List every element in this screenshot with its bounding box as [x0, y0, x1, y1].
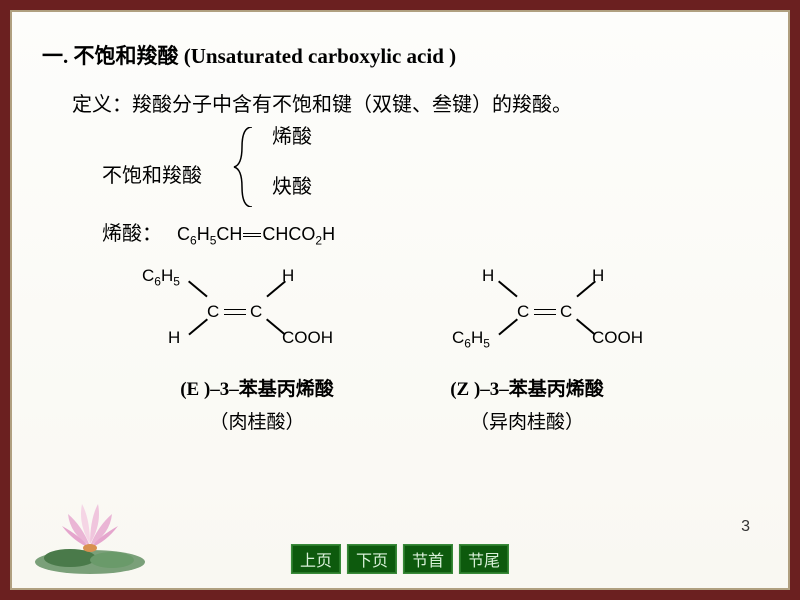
next-button[interactable]: 下页	[347, 544, 397, 574]
bond-icon	[498, 280, 517, 297]
section-first-button[interactable]: 节首	[403, 544, 453, 574]
caption-e: (E )–3–苯基丙烯酸 （肉桂酸）	[142, 374, 372, 434]
chemical-formula: C6H5CHCHCO2H	[177, 224, 335, 244]
atom-c1: C	[207, 302, 219, 322]
classification-brace: 不饱和羧酸 烯酸 炔酸	[102, 127, 758, 217]
atom-br: COOH	[282, 328, 333, 348]
structure-captions: (E )–3–苯基丙烯酸 （肉桂酸） (Z )–3–苯基丙烯酸 （异肉桂酸）	[142, 374, 758, 434]
prev-button[interactable]: 上页	[291, 544, 341, 574]
atom-bl: C6H5	[452, 328, 490, 350]
caption-e-name: (E )–3–苯基丙烯酸	[142, 374, 372, 401]
atom-c2: C	[560, 302, 572, 322]
caption-e-common: （肉桂酸）	[142, 407, 372, 434]
bond-icon	[576, 280, 595, 297]
atom-c2: C	[250, 302, 262, 322]
structures-row: C6H5 H C C H COOH H H C C	[142, 266, 758, 356]
slide-frame: 一. 不饱和羧酸 (Unsaturated carboxylic acid ) …	[10, 10, 790, 590]
structure-z: H H C C C6H5 COOH	[452, 266, 652, 356]
caption-z-common: （异肉桂酸）	[412, 407, 642, 434]
brace-label: 不饱和羧酸	[102, 159, 202, 188]
double-bond-icon	[243, 233, 261, 237]
title-en: (Unsaturated carboxylic acid )	[184, 44, 456, 68]
structure-e: C6H5 H C C H COOH	[142, 266, 342, 356]
lotus-icon	[30, 484, 150, 574]
enoic-label: 烯酸：	[102, 223, 162, 245]
bond-icon	[498, 318, 517, 335]
bond-icon	[534, 314, 556, 316]
caption-z: (Z )–3–苯基丙烯酸 （异肉桂酸）	[412, 374, 642, 434]
definition: 定义：羧酸分子中含有不饱和键（双键、叁键）的羧酸。	[72, 88, 758, 117]
atom-c1: C	[517, 302, 529, 322]
enoic-line: 烯酸： C6H5CHCHCO2H	[102, 217, 758, 248]
bond-icon	[188, 280, 207, 297]
brace-items: 烯酸 炔酸	[272, 127, 312, 197]
atom-tl: H	[482, 266, 494, 286]
brace-item-2: 炔酸	[272, 177, 312, 197]
section-title: 一. 不饱和羧酸 (Unsaturated carboxylic acid )	[42, 40, 758, 70]
title-cn: 一. 不饱和羧酸	[42, 44, 179, 68]
bond-icon	[534, 309, 556, 311]
caption-z-name: (Z )–3–苯基丙烯酸	[412, 374, 642, 401]
bond-icon	[188, 318, 207, 335]
bond-icon	[224, 314, 246, 316]
bond-icon	[224, 309, 246, 311]
section-last-button[interactable]: 节尾	[459, 544, 509, 574]
atom-bl: H	[168, 328, 180, 348]
bond-icon	[266, 280, 285, 297]
atom-br: COOH	[592, 328, 643, 348]
brace-item-1: 烯酸	[272, 127, 312, 147]
atom-tl: C6H5	[142, 266, 180, 288]
brace-icon	[232, 127, 262, 207]
page-number: 3	[741, 518, 750, 536]
nav-bar: 上页 下页 节首 节尾	[291, 544, 509, 574]
